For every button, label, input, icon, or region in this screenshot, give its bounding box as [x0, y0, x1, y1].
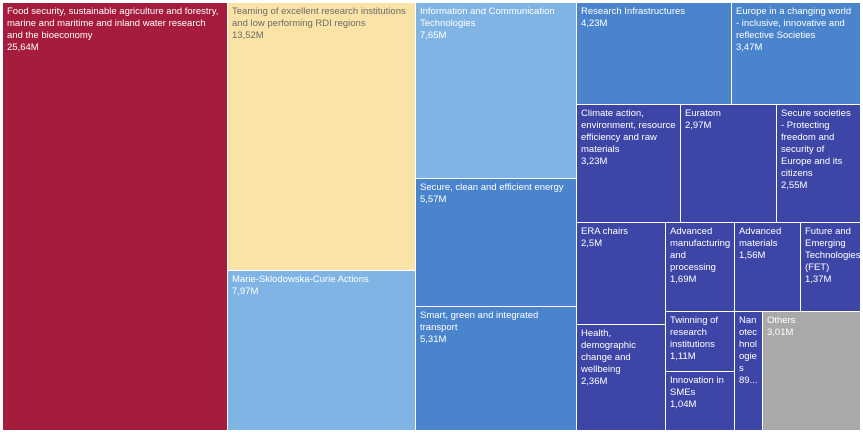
- tile-label: Innovation in SMEs: [670, 375, 724, 398]
- tile-value: 1,56M: [739, 250, 766, 261]
- treemap-tile: Teaming of excellent research institutio…: [228, 3, 415, 270]
- tile-label: Twinning of research institutions: [670, 315, 719, 350]
- treemap-tile: Research Infrastructures 4,23M: [577, 3, 731, 104]
- tile-value: 5,57M: [420, 194, 447, 205]
- tile-label: Advanced materials: [739, 226, 782, 249]
- tile-label: ERA chairs: [581, 226, 628, 237]
- treemap-tile: Health, demographic change and wellbeing…: [577, 325, 665, 430]
- tile-value: 89...: [739, 375, 758, 386]
- treemap-tile: Future and Emerging Technologies (FET) 1,…: [801, 223, 860, 311]
- treemap-tile: Secure, clean and efficient energy 5,57M: [416, 179, 576, 306]
- tile-label: Advanced manufacturing and processing: [670, 226, 731, 273]
- tile-label: Smart, green and integrated transport: [420, 310, 539, 333]
- tile-label: Marie-Sklodowska-Curie Actions: [232, 274, 369, 285]
- treemap-tile: Nanotechnologies 89...: [735, 312, 762, 430]
- treemap-tile: Advanced manufacturing and processing 1,6…: [666, 223, 734, 311]
- treemap-tile: Smart, green and integrated transport 5,3…: [416, 307, 576, 430]
- treemap-tile: Advanced materials 1,56M: [735, 223, 800, 311]
- tile-value: 4,23M: [581, 18, 608, 29]
- tile-label: Future and Emerging Technologies (FET): [805, 226, 860, 273]
- tile-label: Europe in a changing world - inclusive, …: [736, 6, 852, 41]
- tile-label: Nanotechnologies: [739, 315, 757, 374]
- tile-value: 2,55M: [781, 180, 808, 191]
- tile-value: 1,04M: [670, 399, 697, 410]
- tile-label: Teaming of excellent research institutio…: [232, 6, 406, 29]
- tile-value: 3,01M: [767, 327, 794, 338]
- tile-label: Euratom: [685, 108, 721, 119]
- treemap-tile: Innovation in SMEs 1,04M: [666, 372, 734, 430]
- tile-value: 3,23M: [581, 156, 608, 167]
- tile-value: 13,52M: [232, 30, 264, 41]
- tile-value: 1,69M: [670, 274, 697, 285]
- treemap-tile: Information and Communication Technologi…: [416, 3, 576, 178]
- tile-value: 2,5M: [581, 238, 603, 249]
- treemap-tile: Euratom 2,97M: [681, 105, 776, 222]
- tile-label: Climate action, environment, resource ef…: [581, 108, 676, 155]
- tile-label: Food security, sustainable agriculture a…: [7, 6, 219, 41]
- tile-label: Research Infrastructures: [581, 6, 686, 17]
- tile-label: Others: [767, 315, 796, 326]
- treemap-tile: Climate action, environment, resource ef…: [577, 105, 680, 222]
- tile-label: Health, demographic change and wellbeing: [581, 328, 636, 375]
- treemap-tile: Others 3,01M: [763, 312, 860, 430]
- tile-value: 2,97M: [685, 120, 712, 131]
- treemap-tile: Marie-Sklodowska-Curie Actions 7,97M: [228, 271, 415, 430]
- tile-label: Secure, clean and efficient energy: [420, 182, 564, 193]
- treemap-tile: Twinning of research institutions 1,11M: [666, 312, 734, 371]
- treemap-tile: ERA chairs 2,5M: [577, 223, 665, 324]
- treemap-tile: Food security, sustainable agriculture a…: [3, 3, 227, 430]
- tile-label: Secure societies - Protecting freedom an…: [781, 108, 851, 179]
- tile-label: Information and Communication Technologi…: [420, 6, 555, 29]
- treemap-tile: Secure societies - Protecting freedom an…: [777, 105, 860, 222]
- tile-value: 1,11M: [670, 351, 696, 362]
- tile-value: 7,97M: [232, 286, 259, 297]
- tile-value: 7,65M: [420, 30, 447, 41]
- tile-value: 5,31M: [420, 334, 447, 345]
- tile-value: 3,47M: [736, 42, 763, 53]
- tile-value: 2,36M: [581, 376, 608, 387]
- treemap-tile: Europe in a changing world - inclusive, …: [732, 3, 860, 104]
- tile-value: 25,64M: [7, 42, 39, 53]
- tile-value: 1,37M: [805, 274, 832, 285]
